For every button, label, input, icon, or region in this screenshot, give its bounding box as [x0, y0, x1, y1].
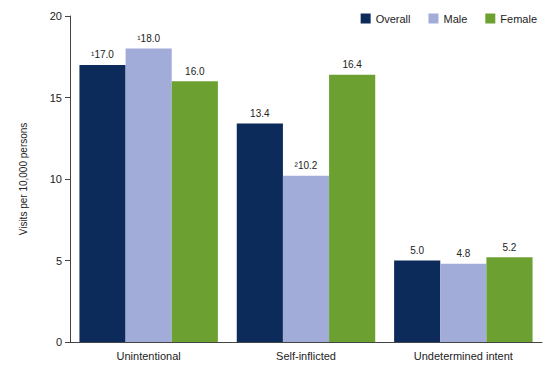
svg-text:Unintentional: Unintentional: [117, 350, 181, 362]
svg-text:5.2: 5.2: [503, 242, 517, 253]
svg-text:Overall: Overall: [376, 13, 411, 25]
svg-text:²10.2: ²10.2: [295, 160, 318, 171]
svg-text:¹18.0: ¹18.0: [137, 33, 160, 44]
svg-text:10: 10: [50, 173, 62, 185]
svg-text:Undetermined intent: Undetermined intent: [414, 350, 513, 362]
svg-text:0: 0: [56, 336, 62, 348]
svg-text:Self-inflicted: Self-inflicted: [276, 350, 336, 362]
svg-text:Male: Male: [443, 13, 467, 25]
svg-text:13.4: 13.4: [250, 108, 270, 119]
svg-text:16.4: 16.4: [342, 59, 362, 70]
svg-text:Female: Female: [500, 13, 537, 25]
svg-text:5: 5: [56, 255, 62, 267]
svg-text:Visits per 10,000 persons: Visits per 10,000 persons: [18, 123, 29, 236]
svg-text:20: 20: [50, 10, 62, 22]
svg-text:16.0: 16.0: [185, 66, 205, 77]
svg-text:5.0: 5.0: [410, 245, 424, 256]
svg-text:¹17.0: ¹17.0: [91, 49, 114, 60]
svg-text:15: 15: [50, 92, 62, 104]
svg-text:4.8: 4.8: [456, 248, 470, 259]
